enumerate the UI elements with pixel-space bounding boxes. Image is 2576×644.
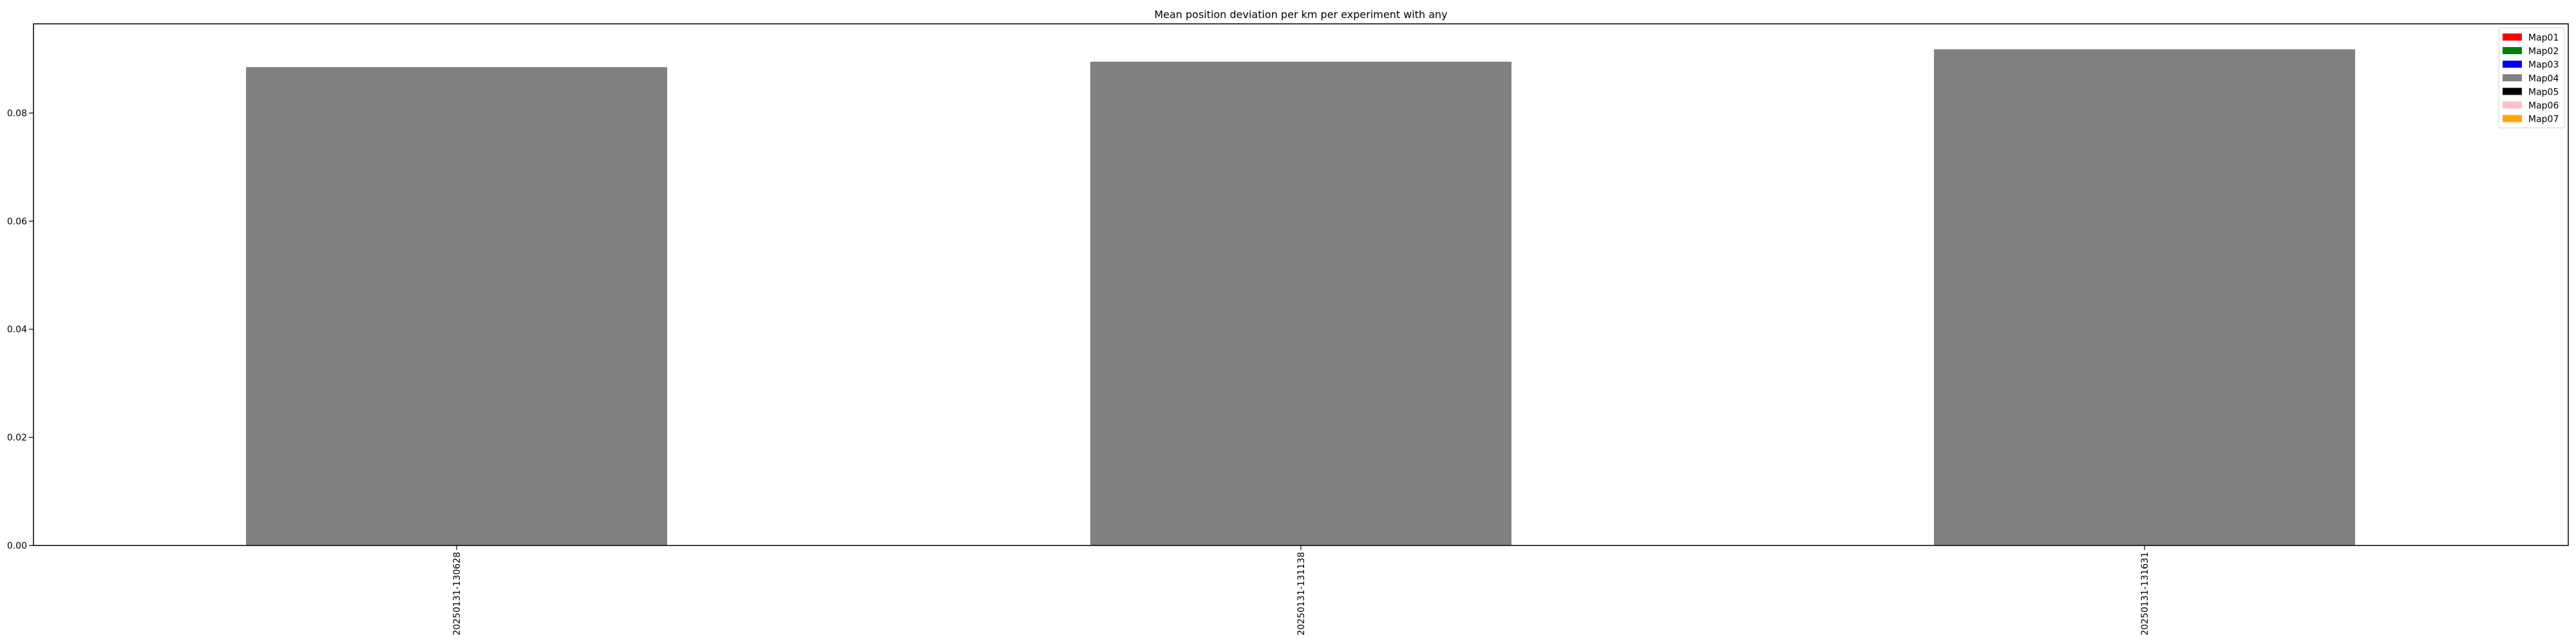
x-tick-label: 20250131-131631 <box>2140 552 2150 636</box>
legend-swatch-map07 <box>2503 115 2522 122</box>
x-tick-label: 20250131-130628 <box>452 552 462 636</box>
y-tick-label: 0.00 <box>7 541 27 551</box>
bar-20250131-130628 <box>246 67 667 545</box>
legend-swatch-map05 <box>2503 88 2522 95</box>
legend-label-map01: Map01 <box>2528 33 2559 43</box>
legend-swatch-map06 <box>2503 101 2522 109</box>
bars-group <box>246 49 2355 546</box>
y-axis: 0.00 0.02 0.04 0.06 0.08 <box>7 108 33 551</box>
legend-swatch-map03 <box>2503 61 2522 68</box>
legend-label-map04: Map04 <box>2528 73 2559 84</box>
legend-label-map02: Map02 <box>2528 46 2559 57</box>
x-tick-label: 20250131-131138 <box>1296 552 1307 636</box>
legend-swatch-map01 <box>2503 33 2522 41</box>
chart-title: Mean position deviation per km per exper… <box>1154 8 1447 21</box>
legend-swatch-map02 <box>2503 47 2522 55</box>
legend-label-map07: Map07 <box>2528 115 2559 125</box>
legend-label-map05: Map05 <box>2528 87 2559 97</box>
bar-20250131-131631 <box>1934 49 2355 545</box>
legend: Map01 Map02 Map03 Map04 Map05 Map06 Map07 <box>2498 27 2565 129</box>
legend-label-map06: Map06 <box>2528 101 2559 111</box>
y-tick-label: 0.04 <box>7 325 27 335</box>
legend-swatch-map04 <box>2503 74 2522 82</box>
y-tick-label: 0.02 <box>7 433 27 443</box>
legend-label-map03: Map03 <box>2528 60 2559 70</box>
x-axis: 20250131-130628 20250131-131138 20250131-1… <box>452 545 2150 636</box>
y-tick-label: 0.08 <box>7 108 27 118</box>
y-tick-label: 0.06 <box>7 216 27 227</box>
plot-frame <box>33 23 2569 546</box>
bar-20250131-131138 <box>1090 61 1511 546</box>
